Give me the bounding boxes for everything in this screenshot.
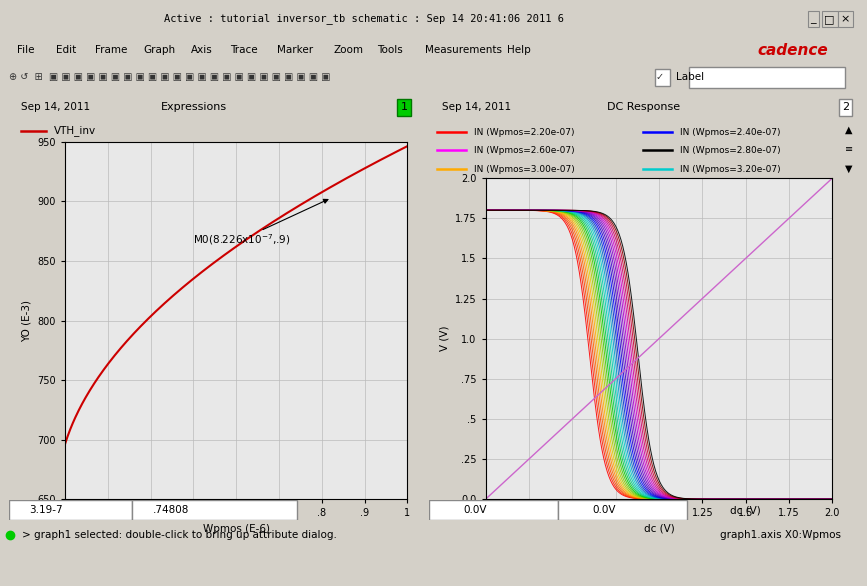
Text: 0.0V: 0.0V (592, 505, 616, 515)
Text: Active : tutorial inversor_tb schematic : Sep 14 20:41:06 2011 6: Active : tutorial inversor_tb schematic … (164, 13, 564, 25)
Text: IN (Wpmos=2.60e-07): IN (Wpmos=2.60e-07) (474, 146, 575, 155)
Text: Frame: Frame (95, 45, 127, 56)
Text: 1: 1 (401, 102, 407, 113)
Text: Sep 14, 2011: Sep 14, 2011 (442, 102, 512, 113)
Text: > graph1 selected: double-click to bring up attribute dialog.: > graph1 selected: double-click to bring… (22, 530, 336, 540)
Text: graph1.axis X0:Wpmos: graph1.axis X0:Wpmos (720, 530, 841, 540)
Text: Axis: Axis (191, 45, 212, 56)
Y-axis label: V (V): V (V) (440, 326, 449, 352)
Bar (132, 500, 297, 520)
Bar (9, 500, 132, 520)
Text: IN (Wpmos=2.20e-07): IN (Wpmos=2.20e-07) (474, 128, 575, 137)
Bar (429, 500, 558, 520)
Text: 2: 2 (842, 102, 849, 113)
Text: 3.19-7: 3.19-7 (29, 505, 63, 515)
X-axis label: Wpmos (E-6): Wpmos (E-6) (203, 524, 270, 534)
Text: ×: × (841, 14, 850, 24)
Text: Measurements: Measurements (425, 45, 502, 56)
Text: ≡: ≡ (844, 144, 853, 154)
Text: IN (Wpmos=3.20e-07): IN (Wpmos=3.20e-07) (681, 165, 781, 173)
Text: IN (Wpmos=2.80e-07): IN (Wpmos=2.80e-07) (681, 146, 781, 155)
Text: dc (V): dc (V) (730, 505, 760, 515)
Text: .74808: .74808 (153, 505, 189, 515)
Text: IN (Wpmos=3.00e-07): IN (Wpmos=3.00e-07) (474, 165, 575, 173)
Text: File: File (17, 45, 35, 56)
Text: _: _ (811, 14, 816, 24)
Text: Expressions: Expressions (161, 102, 227, 113)
Text: ⊕ ↺  ⊞  ▣ ▣ ▣ ▣ ▣ ▣ ▣ ▣ ▣ ▣ ▣ ▣ ▣ ▣ ▣ ▣ ▣ ▣ ▣ ▣ ▣ ▣ ▣: ⊕ ↺ ⊞ ▣ ▣ ▣ ▣ ▣ ▣ ▣ ▣ ▣ ▣ ▣ ▣ ▣ ▣ ▣ ▣ ▣ … (9, 72, 330, 83)
Y-axis label: YO (E-3): YO (E-3) (22, 299, 32, 342)
Text: Help: Help (507, 45, 531, 56)
Text: Tools: Tools (377, 45, 403, 56)
Bar (655, 69, 670, 86)
Text: ✓: ✓ (655, 72, 663, 83)
Text: 0.0V: 0.0V (464, 505, 487, 515)
Text: Label: Label (676, 72, 704, 83)
Text: ▲: ▲ (845, 125, 852, 135)
Text: M0(8.226x10$^{-7}$,.9): M0(8.226x10$^{-7}$,.9) (193, 199, 328, 247)
Text: Marker: Marker (277, 45, 314, 56)
Text: IN (Wpmos=2.40e-07): IN (Wpmos=2.40e-07) (681, 128, 781, 137)
Text: Zoom: Zoom (334, 45, 364, 56)
Text: Edit: Edit (56, 45, 76, 56)
Text: ▼: ▼ (845, 163, 852, 173)
Text: Graph: Graph (143, 45, 175, 56)
Bar (689, 67, 845, 88)
Text: DC Response: DC Response (607, 102, 681, 113)
Text: □: □ (825, 14, 835, 24)
Text: cadence: cadence (758, 43, 829, 58)
Text: Trace: Trace (230, 45, 257, 56)
Bar (558, 500, 687, 520)
Text: VTH_inv: VTH_inv (54, 125, 96, 137)
X-axis label: dc (V): dc (V) (643, 524, 675, 534)
Text: Sep 14, 2011: Sep 14, 2011 (21, 102, 90, 113)
